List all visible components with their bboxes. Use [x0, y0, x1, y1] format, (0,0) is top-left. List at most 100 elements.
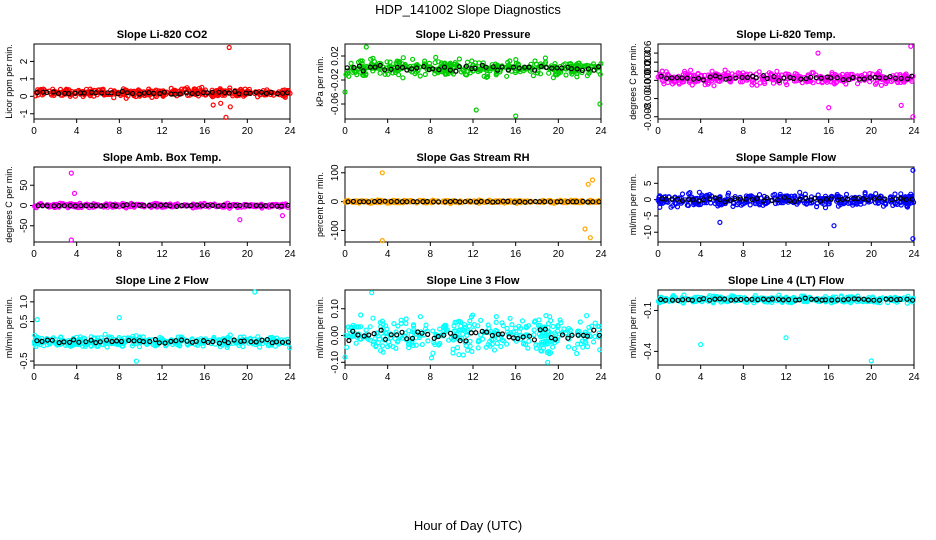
mean-point — [526, 64, 532, 70]
data-point — [424, 67, 430, 73]
y-tick-label: 0 — [330, 198, 341, 204]
mean-point — [796, 297, 803, 303]
mean-point — [421, 63, 427, 70]
data-point — [116, 334, 122, 341]
data-point — [752, 199, 758, 205]
mean-point — [141, 203, 147, 209]
data-point — [343, 332, 349, 339]
mean-point — [39, 203, 46, 209]
mean-point — [684, 75, 690, 81]
y-tick-label: -0.10 — [330, 350, 341, 373]
y-tick-label: 0.002 — [643, 58, 654, 83]
data-point — [693, 197, 699, 203]
mean-point — [285, 339, 291, 345]
x-tick-label: 0 — [342, 372, 348, 383]
mean-point — [237, 202, 243, 208]
data-point — [661, 81, 667, 87]
data-point — [703, 193, 709, 199]
data-point — [854, 81, 861, 87]
mean-point — [527, 199, 533, 205]
mean-point — [893, 196, 899, 202]
mean-point — [785, 297, 792, 303]
mean-point — [72, 90, 78, 96]
data-point — [784, 81, 790, 88]
mean-point — [669, 297, 676, 303]
mean-point — [404, 67, 410, 73]
data-point — [406, 341, 412, 347]
mean-point — [744, 74, 751, 81]
data-point — [485, 322, 491, 328]
x-tick-label: 8 — [428, 372, 434, 383]
mean-point — [382, 67, 388, 73]
data-point — [409, 338, 415, 344]
data-point — [85, 203, 91, 209]
x-tick-label: 20 — [866, 372, 878, 383]
outlier-point — [545, 359, 551, 365]
mean-point — [258, 89, 265, 95]
y-tick-label: -10 — [643, 225, 654, 240]
data-point — [100, 202, 107, 208]
mean-point — [791, 198, 798, 205]
mean-point — [394, 332, 400, 338]
mean-point — [754, 196, 760, 202]
data-points — [655, 167, 917, 242]
mean-point — [828, 75, 834, 81]
data-point — [484, 74, 490, 80]
outlier-point — [589, 177, 596, 183]
data-point — [546, 329, 552, 335]
data-point — [428, 198, 434, 204]
mean-point — [554, 65, 560, 71]
data-point — [433, 54, 439, 61]
y-tick-label: -1 — [19, 109, 30, 118]
data-point — [829, 69, 835, 76]
mean-point — [771, 73, 777, 80]
mean-point — [479, 328, 485, 334]
mean-point — [447, 67, 453, 73]
mean-point — [442, 199, 448, 205]
mean-point — [61, 203, 68, 209]
data-point — [230, 93, 236, 99]
mean-point — [755, 297, 761, 303]
data-point — [388, 64, 394, 70]
mean-point — [743, 196, 749, 202]
mean-point — [876, 195, 883, 201]
data-point — [125, 93, 131, 99]
data-point — [348, 60, 354, 67]
data-point — [469, 348, 475, 354]
x-tick-label: 0 — [31, 249, 37, 260]
mean-point — [372, 198, 378, 205]
mean-point — [231, 337, 237, 343]
mean-point — [225, 340, 231, 346]
data-point — [467, 343, 473, 349]
mean-point — [372, 64, 378, 70]
mean-point — [717, 74, 723, 80]
data-point — [553, 71, 559, 77]
data-point — [350, 322, 356, 328]
mean-point — [467, 198, 474, 204]
data-point — [531, 332, 537, 338]
mean-point — [356, 63, 362, 69]
data-point — [821, 201, 827, 207]
mean-point — [263, 203, 269, 209]
mean-point — [738, 296, 744, 302]
mean-point — [538, 63, 544, 70]
data-point — [507, 58, 513, 64]
mean-point — [760, 72, 767, 79]
mean-point — [473, 330, 479, 336]
mean-point — [679, 297, 686, 303]
data-point — [565, 325, 572, 332]
mean-point — [835, 297, 841, 303]
mean-point — [39, 338, 45, 344]
mean-point — [473, 199, 480, 205]
data-point — [672, 195, 678, 201]
mean-point — [216, 340, 223, 346]
y-axis-label: ml/min per min. — [315, 297, 325, 359]
x-tick-label: 12 — [467, 126, 479, 137]
data-point — [577, 319, 583, 325]
data-point — [716, 202, 723, 208]
mean-point — [183, 90, 189, 96]
mean-point — [662, 297, 669, 303]
mean-point — [505, 198, 511, 204]
mean-point — [596, 199, 602, 205]
